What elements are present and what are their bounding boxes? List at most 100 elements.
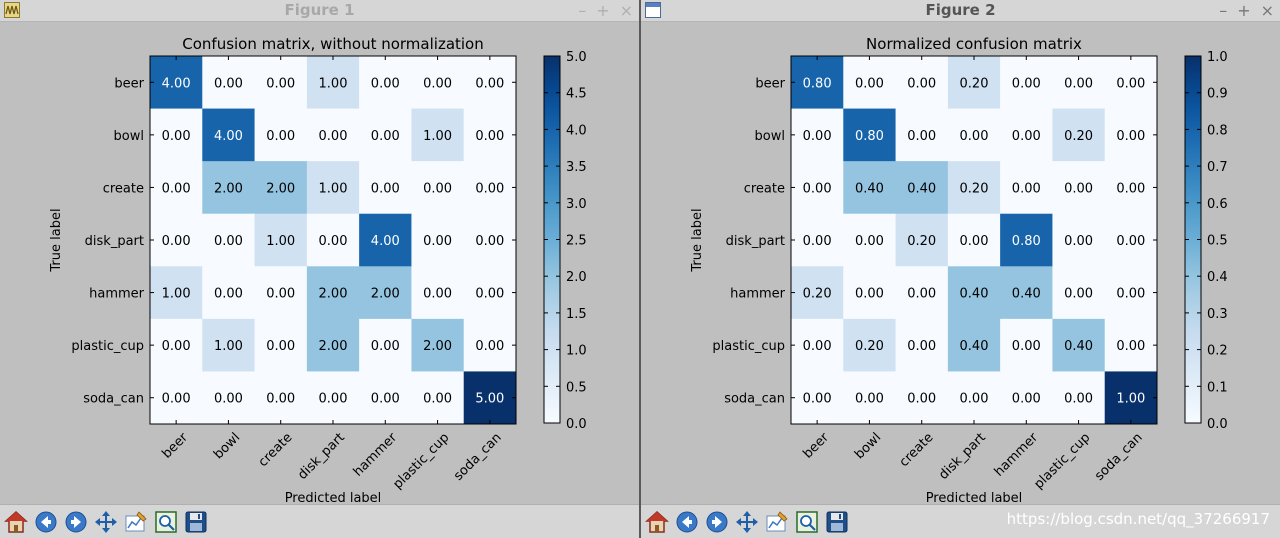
minimize-icon[interactable]: – [1219,1,1228,20]
y-tick-label: disk_part [726,234,785,249]
heatmap-cell [411,371,465,425]
cell-value-label: 5.00 [475,392,504,407]
cell-value-label: 0.00 [266,76,295,91]
cell-value-label: 1.00 [162,287,191,302]
cell-value-label: 0.20 [855,339,884,354]
cell-value-label: 0.40 [960,339,989,354]
window-titlebar[interactable]: Figure 2 – + × [641,0,1280,22]
cell-value-label: 0.00 [371,339,400,354]
cell-value-label: 0.00 [1116,234,1145,249]
heatmap-cell [202,318,256,372]
cell-value-label: 0.00 [1064,76,1093,91]
x-tick-label: soda_can [451,430,505,484]
zoom-rect-button[interactable] [794,509,820,535]
y-tick-label: soda_can [724,392,785,407]
close-icon[interactable]: × [619,1,633,20]
cell-value-label: 0.00 [214,287,243,302]
cell-value-label: 0.00 [162,181,191,196]
home-button[interactable] [3,509,29,535]
heatmap-cell [1000,108,1053,162]
cell-value-label: 1.00 [319,76,348,91]
back-button[interactable] [674,509,700,535]
x-tick-label: soda_can [1092,430,1146,484]
cell-value-label: 0.00 [423,287,452,302]
y-tick-label: bowl [114,129,144,144]
zoom-rect-button[interactable] [153,509,179,535]
figure-canvas[interactable]: Confusion matrix, without normalization 4… [0,22,639,504]
colorbar-tick-label: 0.8 [1207,123,1228,138]
save-icon [184,510,208,534]
heatmap-cell [791,266,844,320]
heatmap-cell [463,213,517,267]
maximize-icon[interactable]: + [596,1,610,20]
heatmap-cell [1000,161,1053,215]
figure-canvas[interactable]: Normalized confusion matrix 0.80 0.00 0.00 0… [641,22,1280,504]
navigation-toolbar [0,504,639,538]
colorbar-tick-label: 4.5 [566,87,587,102]
close-icon[interactable]: × [1260,1,1274,20]
maximize-icon[interactable]: + [1237,1,1251,20]
heatmap-cell [202,108,256,162]
window-titlebar[interactable]: Figure 1 – + × [0,0,639,22]
cell-value-label: 0.00 [1012,76,1041,91]
cell-value-label: 0.00 [803,392,832,407]
cell-value-label: 1.00 [214,339,243,354]
cell-value-label: 0.00 [371,129,400,144]
cell-value-label: 0.00 [803,339,832,354]
heatmap-cell [947,161,1001,215]
heatmap-cell [463,108,517,162]
heatmap-cell [1000,371,1053,425]
home-button[interactable] [644,509,670,535]
back-button[interactable] [33,509,59,535]
save-button[interactable] [183,509,209,535]
cell-value-label: 0.40 [960,287,989,302]
colorbar-tick-label: 4.0 [566,123,587,138]
y-tick-label: soda_can [83,392,144,407]
x-tick-label: disk_part [936,430,989,483]
heatmap-cell [1052,108,1106,162]
minimize-icon[interactable]: – [578,1,587,20]
cell-value-label: 0.00 [1012,129,1041,144]
heatmap-cell [947,108,1001,162]
colorbar-tick-label: 0.4 [1207,270,1228,285]
heatmap-cell [843,108,897,162]
heatmap-cell [947,318,1001,372]
heatmap-cell [1000,266,1053,320]
y-tick-label: bowl [755,129,785,144]
y-tick-label: beer [114,76,144,91]
cell-value-label: 4.00 [162,76,191,91]
heatmap-cell [463,161,517,215]
matplotlib-app-icon [4,2,20,18]
cell-value-label: 0.00 [475,76,504,91]
pan-button[interactable] [93,509,119,535]
configure-subplots-button[interactable] [764,509,790,535]
save-button[interactable] [824,509,850,535]
forward-button[interactable] [63,509,89,535]
x-tick-label: disk_part [295,430,348,483]
pan-button[interactable] [734,509,760,535]
cell-value-label: 0.00 [475,234,504,249]
figure-window-2: Figure 2 – + × Normalized confusion matr… [641,0,1280,538]
x-tick-label: create [897,430,937,470]
configure-subplots-button[interactable] [123,509,149,535]
heatmap-cell [202,266,256,320]
heatmap-cell [306,161,360,215]
cell-value-label: 0.00 [162,234,191,249]
x-tick-label: hammer [351,430,401,480]
cell-value-label: 0.40 [1064,339,1093,354]
heatmap-cell [411,266,465,320]
heatmap-cell [306,56,360,110]
heatmap-cell [1104,161,1158,215]
x-tick-label: bowl [852,430,884,462]
heatmap-cell [150,266,203,320]
heatmap-cell [306,371,360,425]
heatmap-cell [791,108,844,162]
heatmap-cell [306,213,360,267]
cell-value-label: 0.00 [423,234,452,249]
pan-icon [735,510,759,534]
heatmap-cell [1000,56,1053,110]
x-tick-label: bowl [211,430,243,462]
heatmap-cell [843,371,897,425]
forward-button[interactable] [704,509,730,535]
cell-value-label: 0.20 [960,76,989,91]
